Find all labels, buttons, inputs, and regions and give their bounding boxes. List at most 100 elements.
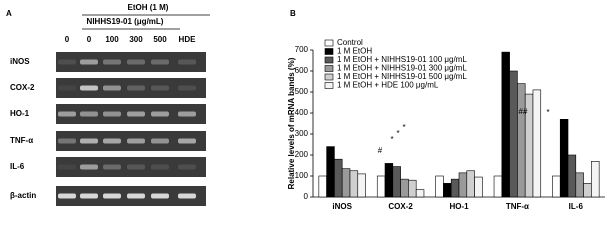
y-tick-label: 700: [295, 45, 309, 54]
gene-label: HO-1: [10, 109, 30, 118]
gene-label: TNF-α: [10, 136, 33, 145]
x-tick-label: TNF-α: [506, 202, 529, 211]
bar: [415, 189, 425, 198]
lane-label: HDE: [179, 35, 197, 44]
legend-label: 1 M EtOH: [337, 47, 372, 56]
panel-label: A: [6, 9, 12, 18]
gel-band: [58, 85, 76, 91]
bar: [517, 83, 526, 198]
legend-label: 1 M EtOH + NIHHS19-01 500 μg/mL: [337, 72, 467, 81]
bar: [458, 172, 468, 198]
gene-label: β-actin: [10, 191, 36, 200]
legend-label: 1 M EtOH + HDE 100 μg/mL: [337, 81, 439, 90]
gel-band: [58, 164, 76, 170]
lane-label: 500: [153, 35, 167, 44]
bar: [466, 170, 475, 198]
bar: [326, 146, 335, 198]
gene-label: iNOS: [10, 57, 30, 66]
gel-band: [151, 138, 169, 144]
bar: [567, 154, 577, 198]
gel-band: [103, 85, 121, 91]
bar: [532, 89, 542, 198]
gel-band: [80, 138, 98, 144]
gel-band: [178, 138, 196, 144]
lane-label: 300: [129, 35, 143, 44]
x-tick-label: COX-2: [388, 202, 413, 211]
bar: [376, 175, 386, 198]
gel-band: [127, 111, 145, 117]
bar: [575, 172, 584, 198]
legend-label: Control: [337, 38, 363, 47]
bar: [435, 175, 444, 198]
gel-band: [58, 193, 76, 199]
legend-swatch: [324, 48, 334, 55]
gel-band: [80, 193, 98, 199]
gel-band: [151, 193, 169, 199]
y-tick-label: 400: [295, 108, 309, 117]
x-tick-label: HO-1: [449, 202, 469, 211]
legend-swatch: [324, 73, 334, 81]
significance-mark: *: [396, 129, 399, 138]
bar: [341, 168, 351, 198]
gene-label: IL-6: [10, 162, 25, 171]
bar: [400, 178, 409, 198]
dose-label: NIHHS19-01 (μg/mL): [87, 17, 164, 26]
gel-band: [103, 111, 121, 117]
gel-band: [151, 111, 169, 117]
gel-band: [127, 59, 145, 65]
bar: [450, 178, 460, 198]
gel-band: [103, 59, 121, 65]
y-axis-label: Relative levels of mRNA bands (%): [287, 57, 296, 189]
bar: [384, 163, 394, 198]
gel-band: [151, 59, 169, 65]
legend-swatch: [324, 56, 334, 64]
gel-band: [178, 164, 196, 170]
gel-band: [80, 164, 98, 170]
gel-band: [58, 138, 76, 144]
significance-mark: #: [378, 146, 383, 155]
gel-band: [151, 85, 169, 91]
x-tick-label: iNOS: [332, 202, 352, 211]
gel-strip: [56, 157, 206, 177]
y-tick-label: 300: [295, 129, 309, 138]
x-tick-label: IL-6: [569, 202, 584, 211]
bar: [318, 175, 327, 198]
bar: [443, 183, 452, 198]
bar: [583, 183, 592, 198]
bar: [357, 173, 366, 198]
significance-mark: *: [390, 135, 393, 144]
gel-band: [58, 111, 76, 117]
bar: [474, 176, 483, 198]
gel-band: [80, 59, 98, 65]
y-tick-label: 500: [295, 87, 309, 96]
figure: A EtOH (1 M) NIHHS19-01 (μg/mL) 0 0 100 300…: [6, 3, 605, 211]
gel-band: [178, 193, 196, 199]
gel-band: [127, 85, 145, 91]
gel-band: [151, 164, 169, 170]
gel-band: [178, 59, 196, 65]
gel-strip: [56, 78, 206, 98]
gel-band: [80, 111, 98, 117]
bar: [559, 119, 569, 198]
bar: [408, 179, 417, 198]
bar: [591, 161, 600, 198]
gel-band: [127, 193, 145, 199]
significance-mark: ##: [519, 107, 528, 116]
gel-band: [178, 111, 196, 117]
bar: [392, 166, 401, 198]
gel-band: [58, 59, 76, 65]
legend-label: 1 M EtOH + NIHHS19-01 300 μg/mL: [337, 64, 467, 73]
gel-band: [80, 85, 98, 91]
panel-label: B: [290, 9, 296, 18]
panel-a: A EtOH (1 M) NIHHS19-01 (μg/mL): [6, 3, 210, 30]
bar: [334, 158, 343, 198]
bar: [552, 175, 561, 198]
bar: [349, 170, 359, 198]
significance-mark: *: [546, 108, 549, 117]
y-tick-label: 600: [295, 66, 309, 75]
y-tick-label: 0: [304, 192, 309, 201]
legend-swatch: [324, 65, 334, 72]
gel-band: [127, 138, 145, 144]
gel-band: [127, 164, 145, 170]
lane-label: 0: [65, 35, 70, 44]
